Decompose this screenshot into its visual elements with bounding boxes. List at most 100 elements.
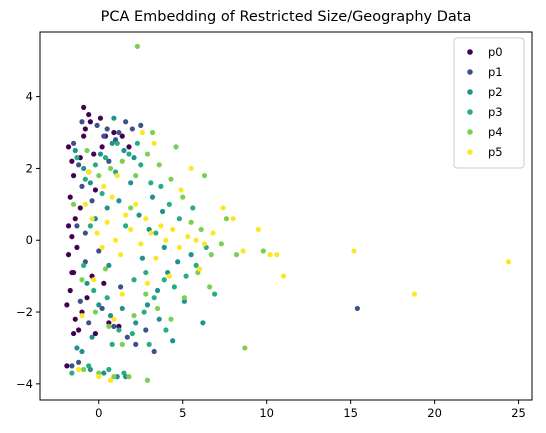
series-p2 (72, 115, 206, 380)
data-point (233, 252, 240, 258)
data-point (69, 370, 75, 376)
data-point (118, 252, 124, 258)
data-point (131, 155, 137, 161)
data-point (123, 212, 129, 218)
data-point (97, 151, 104, 157)
data-point (79, 313, 85, 319)
data-point (180, 194, 186, 200)
data-point (161, 244, 167, 251)
data-point (170, 338, 176, 344)
data-point (119, 158, 125, 164)
x-tick-label: 0 (95, 406, 102, 420)
data-point (111, 129, 117, 136)
data-point (86, 320, 92, 326)
data-point (133, 173, 139, 179)
data-point (70, 173, 77, 179)
data-point (64, 302, 70, 308)
data-point (124, 334, 130, 340)
plot-area (64, 43, 512, 383)
data-point (183, 273, 189, 279)
data-point (119, 305, 125, 312)
data-point (86, 111, 92, 118)
legend-label: p4 (488, 125, 503, 139)
data-point (146, 341, 152, 347)
data-point (119, 341, 125, 347)
data-point (351, 248, 357, 254)
data-point (158, 223, 164, 229)
data-point (220, 205, 226, 211)
data-point (91, 277, 97, 283)
data-point (175, 259, 181, 265)
data-point (74, 244, 80, 251)
data-point (65, 223, 72, 229)
x-tick-label: 5 (179, 406, 186, 420)
data-point (201, 241, 208, 247)
data-point (168, 316, 174, 322)
data-point (74, 155, 80, 161)
data-point (96, 370, 102, 376)
data-point (126, 144, 132, 150)
data-point (230, 216, 236, 222)
data-point (112, 237, 119, 243)
data-point (84, 147, 90, 154)
data-point (126, 374, 132, 380)
data-point (411, 291, 418, 297)
data-point (200, 320, 206, 326)
data-point (67, 287, 73, 294)
legend-marker (467, 129, 473, 135)
data-point (139, 129, 146, 136)
data-point (267, 252, 273, 258)
data-point (139, 255, 146, 261)
data-point (123, 119, 129, 125)
legend-marker (467, 149, 473, 155)
data-point (151, 140, 157, 146)
data-point (218, 241, 224, 247)
data-point (212, 291, 218, 297)
x-tick-label: 25 (511, 406, 526, 420)
data-point (143, 216, 149, 222)
data-point (87, 180, 93, 186)
data-point (116, 129, 122, 136)
data-point (67, 194, 73, 200)
data-point (111, 115, 117, 121)
data-point (111, 323, 117, 329)
data-point (116, 327, 122, 333)
data-point (86, 363, 92, 369)
data-point (70, 140, 77, 146)
data-point (99, 305, 105, 312)
data-point (94, 230, 100, 236)
data-point (170, 226, 176, 233)
data-point (69, 158, 75, 164)
data-point (79, 348, 85, 355)
data-point (133, 201, 139, 207)
data-point (74, 345, 80, 351)
data-point (106, 323, 112, 329)
data-point (72, 147, 78, 154)
data-point (133, 341, 139, 347)
data-point (70, 201, 77, 207)
data-point (99, 144, 105, 150)
data-point (148, 180, 154, 186)
data-point (74, 223, 80, 229)
data-point (84, 280, 90, 286)
data-point (260, 248, 266, 254)
data-point (190, 205, 196, 211)
data-point (208, 252, 214, 258)
data-point (141, 309, 147, 315)
data-point (131, 313, 137, 319)
data-point (166, 273, 172, 279)
data-point (136, 212, 142, 218)
data-point (151, 295, 157, 301)
data-point (280, 273, 287, 279)
data-point (188, 252, 194, 258)
data-point (143, 291, 149, 297)
data-point (166, 201, 172, 207)
data-point (94, 122, 100, 128)
series-p3 (69, 140, 218, 376)
y-tick-label: 2 (26, 161, 33, 175)
data-point (133, 320, 139, 326)
data-point (114, 173, 120, 179)
data-point (65, 144, 72, 150)
